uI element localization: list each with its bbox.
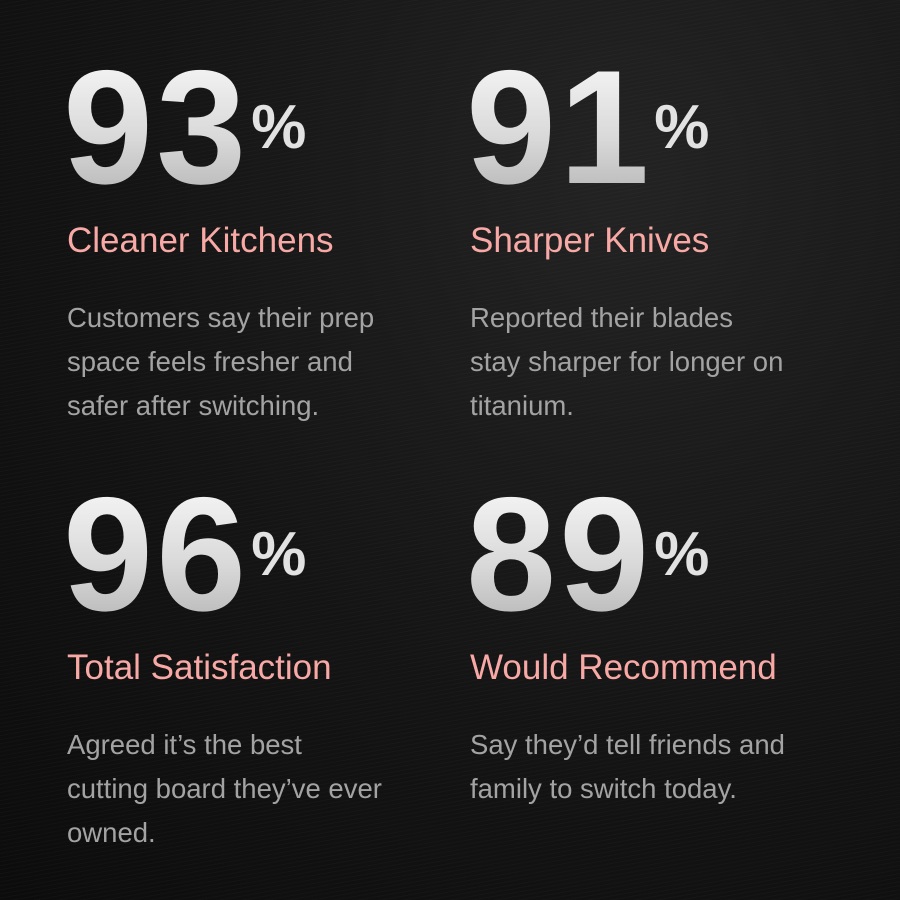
stat-description: Reported their blades stay sharper for l… <box>470 296 783 428</box>
description-line: stay sharper for longer on <box>470 346 784 377</box>
stat-description: Agreed it’s the best cutting board they’… <box>67 723 382 855</box>
percent-sign: % <box>251 93 307 162</box>
description-line: Customers say their prep <box>67 302 375 333</box>
stat-value: 93% <box>63 37 307 218</box>
stat-sharper-knives: 91% Sharper Knives Reported their blades… <box>466 47 870 428</box>
stat-number: 96 <box>63 464 250 645</box>
stat-number: 93 <box>63 37 250 218</box>
percent-sign: % <box>654 93 710 162</box>
stat-description: Customers say their prep space feels fre… <box>67 296 374 428</box>
percent-sign: % <box>654 520 710 589</box>
description-line: safer after switching. <box>67 390 320 421</box>
stat-description: Say they’d tell friends and family to sw… <box>470 723 785 811</box>
description-line: Agreed it’s the best <box>67 729 302 760</box>
stat-number: 91 <box>466 37 653 218</box>
stat-title: Cleaner Kitchens <box>67 221 334 260</box>
stat-title: Total Satisfaction <box>67 648 332 687</box>
stat-total-satisfaction: 96% Total Satisfaction Agreed it’s the b… <box>63 474 467 855</box>
stat-value: 96% <box>63 464 307 645</box>
stat-title: Would Recommend <box>470 648 777 687</box>
percent-sign: % <box>251 520 307 589</box>
stat-cleaner-kitchens: 93% Cleaner Kitchens Customers say their… <box>63 47 467 428</box>
description-line: owned. <box>67 817 156 848</box>
stat-value: 91% <box>466 37 710 218</box>
description-line: family to switch today. <box>470 773 737 804</box>
description-line: space feels fresher and <box>67 346 353 377</box>
description-line: cutting board they’ve ever <box>67 773 382 804</box>
description-line: Reported their blades <box>470 302 733 333</box>
stat-title: Sharper Knives <box>470 221 710 260</box>
description-line: titanium. <box>470 390 574 421</box>
description-line: Say they’d tell friends and <box>470 729 785 760</box>
stat-would-recommend: 89% Would Recommend Say they’d tell frie… <box>466 474 870 855</box>
stat-number: 89 <box>466 464 653 645</box>
stat-value: 89% <box>466 464 710 645</box>
